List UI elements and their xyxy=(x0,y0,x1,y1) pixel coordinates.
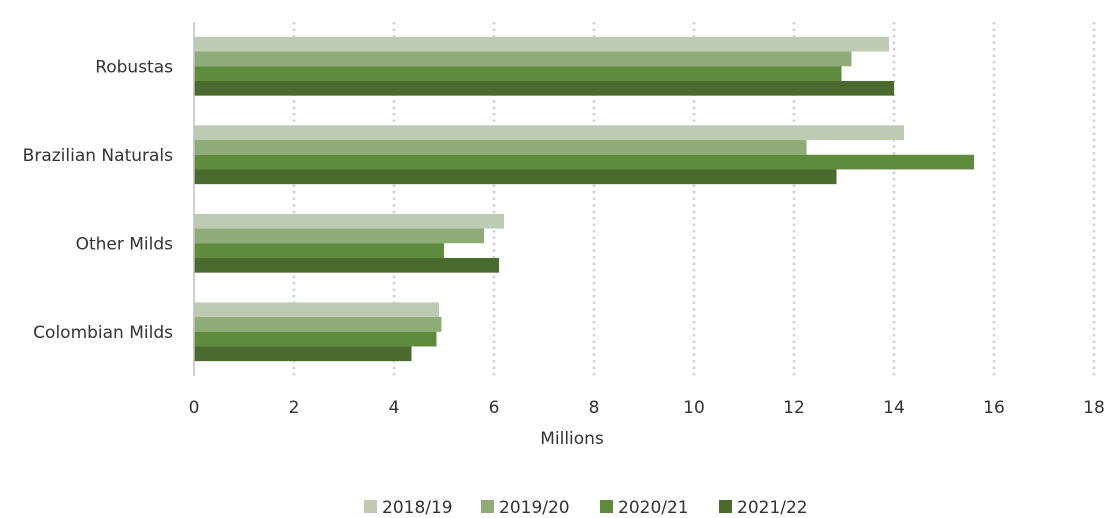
bar xyxy=(194,317,442,332)
bar xyxy=(194,346,412,362)
bar xyxy=(194,66,842,81)
x-tick-label: 8 xyxy=(589,398,600,418)
x-tick-label: 16 xyxy=(983,398,1005,418)
bar xyxy=(194,125,904,141)
bar xyxy=(194,140,807,155)
legend-label: 2018/19 xyxy=(382,498,453,518)
x-tick-label: 6 xyxy=(489,398,500,418)
x-tick-label: 14 xyxy=(883,398,905,418)
bars xyxy=(194,36,974,362)
legend-swatch xyxy=(481,500,494,513)
legend-label: 2021/22 xyxy=(737,498,808,518)
category-label: Brazilian Naturals xyxy=(23,146,173,166)
bar xyxy=(194,243,444,258)
x-tick-label: 4 xyxy=(389,398,400,418)
category-labels: Robustas Brazilian Naturals Other Milds Col… xyxy=(23,57,173,343)
category-label: Robustas xyxy=(95,57,173,77)
bar xyxy=(194,51,852,67)
x-tick-label: 12 xyxy=(783,398,805,418)
x-tick-label: 10 xyxy=(683,398,705,418)
category-label: Colombian Milds xyxy=(33,323,173,343)
bar xyxy=(194,154,974,170)
x-tick-labels: 0 2 4 6 8 10 12 14 16 18 xyxy=(189,398,1105,418)
x-tick-label: 0 xyxy=(189,398,200,418)
legend: 2018/19 2019/20 2020/21 2021/22 xyxy=(364,498,808,518)
legend-swatch xyxy=(600,500,613,513)
x-axis-title: Millions xyxy=(540,429,604,449)
x-tick-label: 18 xyxy=(1083,398,1105,418)
bar xyxy=(194,228,484,244)
bar xyxy=(194,213,504,229)
legend-label: 2019/20 xyxy=(499,498,570,518)
bar xyxy=(194,331,437,347)
bar xyxy=(194,80,894,96)
legend-swatch xyxy=(364,500,377,513)
legend-label: 2020/21 xyxy=(618,498,689,518)
bar xyxy=(194,257,499,273)
category-label: Other Milds xyxy=(76,234,174,254)
bar xyxy=(194,36,889,52)
x-tick-label: 2 xyxy=(289,398,300,418)
legend-swatch xyxy=(719,500,732,513)
bar xyxy=(194,302,439,318)
bar xyxy=(194,169,837,185)
